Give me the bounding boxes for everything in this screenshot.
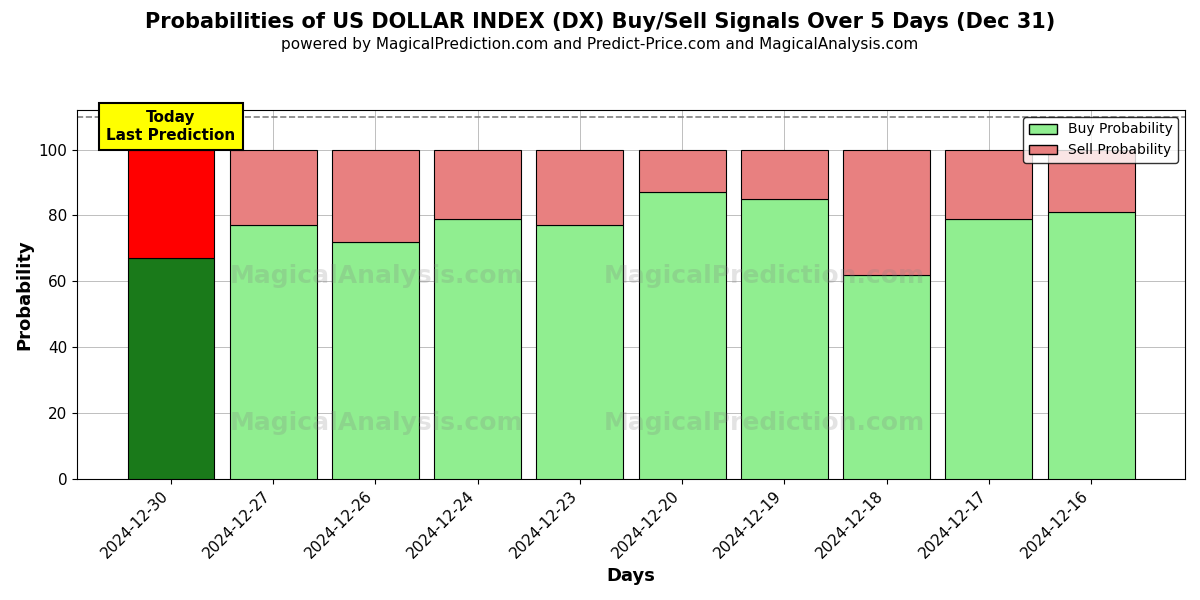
Bar xyxy=(740,199,828,479)
Bar xyxy=(127,258,215,479)
Bar xyxy=(229,225,317,479)
Bar xyxy=(638,149,726,193)
Y-axis label: Probability: Probability xyxy=(14,239,32,350)
Bar xyxy=(638,193,726,479)
Text: MagicalPrediction.com: MagicalPrediction.com xyxy=(604,412,925,436)
Bar xyxy=(1048,212,1135,479)
Bar xyxy=(536,149,624,225)
Bar xyxy=(946,149,1032,218)
Bar xyxy=(127,149,215,258)
Text: MagicalAnalysis.com: MagicalAnalysis.com xyxy=(229,264,523,288)
Bar xyxy=(229,149,317,225)
Bar xyxy=(332,242,419,479)
Legend: Buy Probability, Sell Probability: Buy Probability, Sell Probability xyxy=(1024,117,1178,163)
Bar xyxy=(332,149,419,242)
Text: MagicalAnalysis.com: MagicalAnalysis.com xyxy=(229,412,523,436)
Bar xyxy=(434,218,521,479)
X-axis label: Days: Days xyxy=(607,567,655,585)
Bar xyxy=(434,149,521,218)
Text: powered by MagicalPrediction.com and Predict-Price.com and MagicalAnalysis.com: powered by MagicalPrediction.com and Pre… xyxy=(281,37,919,52)
Bar xyxy=(1048,149,1135,212)
Bar xyxy=(536,225,624,479)
Bar xyxy=(844,275,930,479)
Bar xyxy=(740,149,828,199)
Bar xyxy=(844,149,930,275)
Text: Today
Last Prediction: Today Last Prediction xyxy=(107,110,235,143)
Text: MagicalPrediction.com: MagicalPrediction.com xyxy=(604,264,925,288)
Text: Probabilities of US DOLLAR INDEX (DX) Buy/Sell Signals Over 5 Days (Dec 31): Probabilities of US DOLLAR INDEX (DX) Bu… xyxy=(145,12,1055,32)
Bar xyxy=(946,218,1032,479)
